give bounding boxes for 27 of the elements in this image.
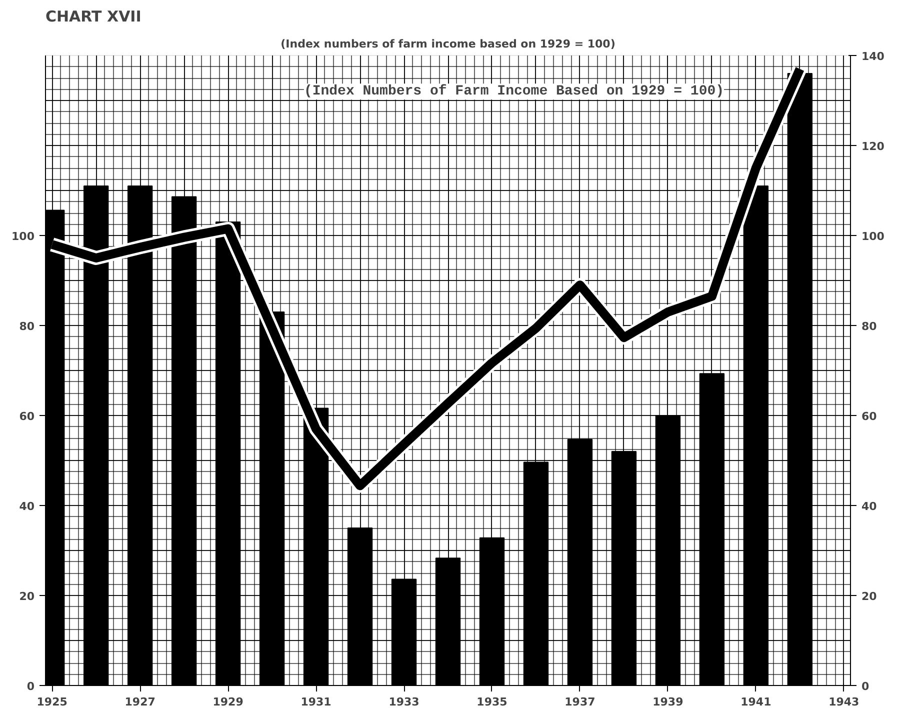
x-tick-label: 1937 [564,696,596,708]
x-tick-label: 1935 [476,696,508,708]
y-tick-label: 60 [19,410,35,423]
y2-tick-label: 0 [862,680,870,693]
y-tick-label: 0 [26,680,35,693]
x-tick-label: 1939 [652,696,684,708]
y2-tick-label: 60 [862,410,878,423]
y-tick-label: 80 [19,320,35,333]
y-tick-label: 100 [12,230,35,243]
x-tick-label: 1941 [740,696,772,708]
y-tick-label: 40 [19,500,35,513]
x-tick-label: 1925 [36,696,68,708]
y2-tick-label: 100 [862,230,885,243]
x-tick-label: 1929 [212,696,244,708]
x-tick-label: 1943 [828,696,860,708]
annotation: (Index Numbers of Farm Income Based on 1929 = 100) [304,84,724,100]
x-tick-label: 1931 [300,696,332,708]
chart-title: CHART XVII [46,8,142,26]
y-tick-label: 20 [19,590,35,603]
y2-tick-label: 40 [862,500,878,513]
y2-tick-label: 80 [862,320,878,333]
x-tick-label: 1927 [124,696,156,708]
x-tick-label: 1933 [388,696,420,708]
y2-tick-label: 20 [862,590,878,603]
chart-subtitle: (Index numbers of farm income based on 1929 = 100) [280,38,616,50]
y2-tick-label: 120 [862,140,885,153]
y2-tick-label: 140 [862,50,885,63]
